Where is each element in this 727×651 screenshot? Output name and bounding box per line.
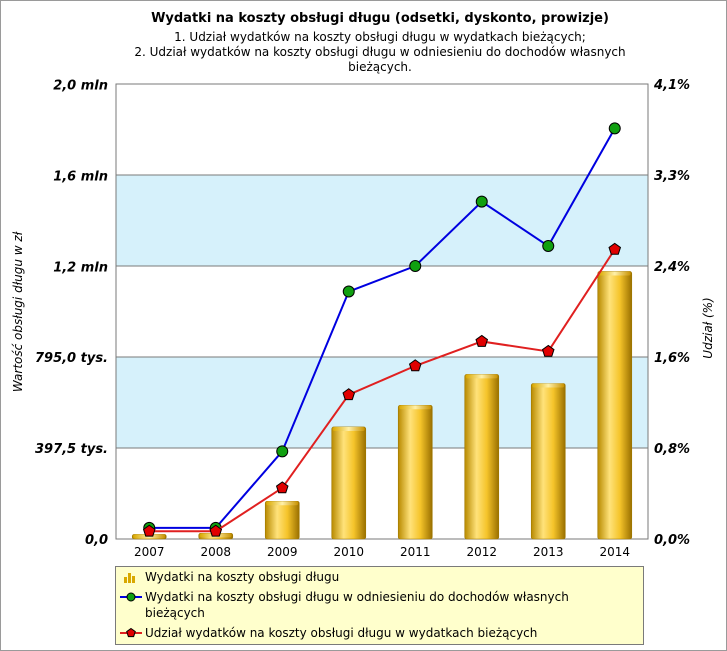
grid-lines: [115, 83, 649, 540]
legend: Wydatki na koszty obsługi długu Wydatki …: [115, 566, 644, 645]
legend-label-blue-line-2: bieżących: [145, 606, 205, 620]
bar-top-2011: [399, 405, 432, 410]
y-right-tick-2: 1,6%: [654, 351, 690, 366]
plot-band: [116, 357, 648, 448]
bar-top-2014: [598, 271, 631, 276]
y-axis-left-ticks: 0,0 397,5 tys. 795,0 tys. 1,2 mln 1,6 mln 2,0…: [35, 79, 108, 548]
x-tick-2012: 2012: [466, 545, 497, 559]
legend-label-blue-line: Wydatki na koszty obsługi długu w odnies…: [145, 589, 603, 621]
point-red-2013: [541, 344, 555, 357]
y-axis-left-label: Wartość obsługi długu w zł: [11, 231, 25, 392]
point-red-2007: [142, 524, 156, 537]
point-red-2010: [342, 388, 356, 401]
x-tick-2013: 2013: [533, 545, 564, 559]
y-left-tick-2: 795,0 tys.: [35, 351, 108, 366]
point-red-2012: [475, 334, 489, 347]
chart-subtitle-line-1: 1. Udział wydatków na koszty obsługi dłu…: [174, 30, 586, 44]
y-axis-right-label: Udział (%): [701, 297, 715, 358]
x-tick-2007: 2007: [134, 545, 165, 559]
y-right-tick-0: 0,0%: [654, 533, 690, 548]
x-axis-ticks: 2007 2008 2009 2010 2011 2012 2013 2014: [134, 545, 630, 559]
plot-band: [116, 448, 648, 539]
point-green-2012: [475, 195, 488, 208]
point-green-2013: [542, 240, 555, 253]
line-series-0: [149, 127, 616, 529]
x-tick-2011: 2011: [400, 545, 431, 559]
y-right-tick-5: 4,1%: [653, 78, 690, 93]
point-green-2009: [276, 445, 289, 458]
line-series-1: [149, 248, 616, 533]
y-right-tick-1: 0,8%: [654, 442, 690, 457]
point-green-2014: [608, 122, 621, 135]
green-circle-line-icon: [120, 592, 142, 602]
bar-2011: [397, 404, 433, 540]
point-red-2014: [608, 242, 622, 255]
chart: Wydatki na koszty obsługi długu (odsetki…: [11, 11, 715, 559]
y-right-tick-3: 2,4%: [654, 260, 690, 275]
legend-label-red-line: Udział wydatków na koszty obsługi długu …: [145, 626, 538, 640]
plot-band: [116, 175, 648, 266]
point-green-2011: [409, 260, 422, 272]
bar-2012: [464, 374, 500, 540]
plot-border: [115, 83, 649, 540]
bar-series: [131, 271, 633, 540]
y-left-tick-1: 397,5 tys.: [35, 442, 108, 457]
point-red-2008: [209, 524, 223, 537]
y-left-tick-3: 1,2 mln: [53, 260, 108, 275]
bar-2009: [264, 500, 300, 540]
x-tick-2009: 2009: [267, 545, 298, 559]
y-left-tick-4: 1,6 mln: [53, 169, 108, 184]
y-axis-right-ticks: 0,0% 0,8% 1,6% 2,4% 3,3% 4,1%: [653, 78, 690, 548]
bar-2013: [530, 383, 566, 540]
bar-top-2012: [465, 374, 498, 379]
bar-chart-icon: [124, 573, 135, 583]
bar-top-2013: [532, 383, 565, 388]
x-tick-2008: 2008: [200, 545, 231, 559]
y-left-tick-5: 2,0 mln: [53, 79, 108, 94]
bar-2010: [331, 426, 367, 540]
point-green-2010: [342, 285, 355, 298]
chart-subtitle-line-2: 2. Udział wydatków na koszty obsługi dłu…: [134, 45, 625, 59]
plot-background: [116, 84, 648, 539]
bar-top-2009: [266, 501, 299, 506]
chart-title: Wydatki na koszty obsługi długu (odsetki…: [151, 11, 609, 26]
plot-band: [116, 266, 648, 357]
point-red-2009: [275, 481, 289, 494]
bar-2014: [597, 271, 633, 540]
x-tick-2014: 2014: [599, 545, 630, 559]
bar-top-2010: [332, 426, 365, 431]
legend-label-bars: Wydatki na koszty obsługi długu: [145, 570, 340, 584]
line-series: [142, 122, 622, 537]
x-tick-2010: 2010: [333, 545, 364, 559]
legend-label-blue-line-1: Wydatki na koszty obsługi długu w odnies…: [145, 590, 569, 604]
y-right-tick-4: 3,3%: [654, 169, 690, 184]
y-left-tick-0: 0,0: [85, 533, 108, 548]
red-pentagon-line-icon: [120, 627, 142, 638]
point-red-2011: [408, 359, 422, 372]
plot-band: [116, 84, 648, 175]
chart-subtitle-line-3: bieżących.: [348, 60, 412, 74]
